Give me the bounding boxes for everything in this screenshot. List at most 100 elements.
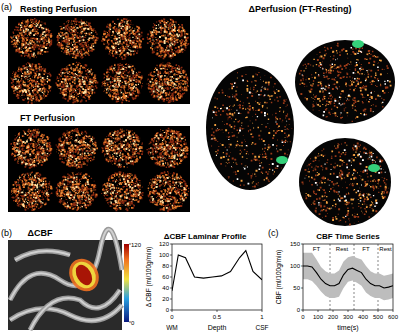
speckle: [151, 177, 186, 209]
speckle: [56, 172, 98, 211]
speckle: [105, 66, 139, 100]
plot-frame: [172, 244, 262, 310]
tick: [303, 310, 304, 312]
tick: [170, 266, 172, 267]
tick: [301, 244, 303, 245]
speckle: [106, 132, 141, 166]
speckle: [302, 47, 389, 116]
tick: [170, 244, 172, 245]
tick-label: 80: [162, 263, 169, 269]
plot-frame: [303, 244, 393, 310]
speckle: [11, 172, 52, 212]
brain-slice: [206, 66, 294, 190]
tick-label: 100: [313, 314, 324, 320]
speckle: [102, 129, 142, 168]
axis-title: CBF (ml/100g/min): [275, 250, 283, 305]
activation: [352, 40, 364, 48]
speckle: [12, 129, 53, 166]
speckle: [10, 18, 52, 59]
tick: [378, 310, 379, 312]
tick-label: 100: [159, 252, 170, 258]
brain-slice: [299, 138, 391, 226]
speckle: [102, 173, 142, 210]
gyrus: [10, 229, 122, 300]
mosaic: [8, 126, 190, 212]
annotation: CSF: [256, 324, 269, 331]
tick-label: 500: [373, 314, 384, 320]
panel-title: ΔPerfusion (FT-Resting): [249, 4, 352, 14]
tick: [363, 310, 364, 312]
tick-label: 40: [162, 285, 169, 291]
tick: [262, 310, 263, 312]
panel-label: (c): [268, 228, 279, 238]
tick-label: 20: [162, 296, 169, 302]
speckle: [306, 145, 387, 221]
gyrus: [15, 251, 70, 260]
tick: [348, 310, 349, 312]
speckle: [13, 23, 50, 56]
tick-label: 300: [343, 314, 354, 320]
tick-label: 150: [290, 241, 301, 247]
chart-title: CBF Time Series: [316, 232, 380, 241]
speckle: [147, 18, 190, 59]
speckle: [56, 18, 98, 59]
tick: [301, 266, 303, 267]
tick: [393, 310, 394, 312]
gyrus: [10, 229, 122, 300]
error-band: [303, 253, 393, 300]
colorbar: [124, 244, 129, 322]
speckle: [151, 22, 186, 57]
speckle: [302, 50, 392, 118]
activation: [276, 156, 288, 164]
speckle: [148, 171, 190, 212]
speckle: [10, 62, 51, 104]
speckle: [59, 67, 93, 98]
speckle: [102, 63, 143, 104]
speckle: [59, 22, 94, 55]
speckle: [211, 80, 287, 185]
speckle: [147, 62, 189, 103]
tick-label: 0: [297, 307, 301, 313]
tick-label: 0: [301, 314, 305, 320]
speckle: [11, 63, 51, 101]
panel-title: Resting Perfusion: [20, 4, 97, 14]
speckle: [57, 63, 97, 102]
activation: [72, 262, 95, 288]
panel-label: (a): [1, 2, 12, 12]
speckle: [59, 133, 96, 166]
speckle: [57, 21, 97, 59]
tick-label: 0: [166, 307, 170, 313]
tick-label: 1: [260, 314, 264, 320]
block-label: Rest: [379, 246, 392, 252]
series-line: [172, 251, 262, 291]
activation: [63, 253, 104, 296]
block-label: FT: [313, 246, 321, 252]
activation: [368, 164, 380, 172]
speckle: [148, 174, 188, 211]
speckle: [103, 64, 143, 101]
tick-label: 120: [131, 242, 142, 248]
speckle: [55, 62, 98, 104]
speckle: [57, 129, 99, 167]
gyrus: [15, 251, 70, 260]
speckle: [57, 172, 98, 210]
speckle: [14, 65, 49, 100]
axis-title: Depth: [208, 324, 227, 332]
speckle: [14, 132, 48, 165]
speckle: [150, 130, 189, 166]
speckle: [11, 19, 52, 58]
tick-label: 0.5: [213, 314, 222, 320]
speckle: [149, 19, 188, 58]
panel-title: FT Perfusion: [20, 113, 75, 123]
tick-label: 400: [358, 314, 369, 320]
tick: [170, 299, 172, 300]
tick-label: 200: [328, 314, 339, 320]
mosaic: [8, 16, 190, 104]
speckle: [150, 132, 184, 167]
speckle: [102, 20, 142, 57]
axis-title: time(s): [337, 324, 358, 332]
tick: [301, 288, 303, 289]
speckle: [10, 129, 52, 169]
tick: [318, 310, 319, 312]
tick-label: 0: [170, 314, 174, 320]
